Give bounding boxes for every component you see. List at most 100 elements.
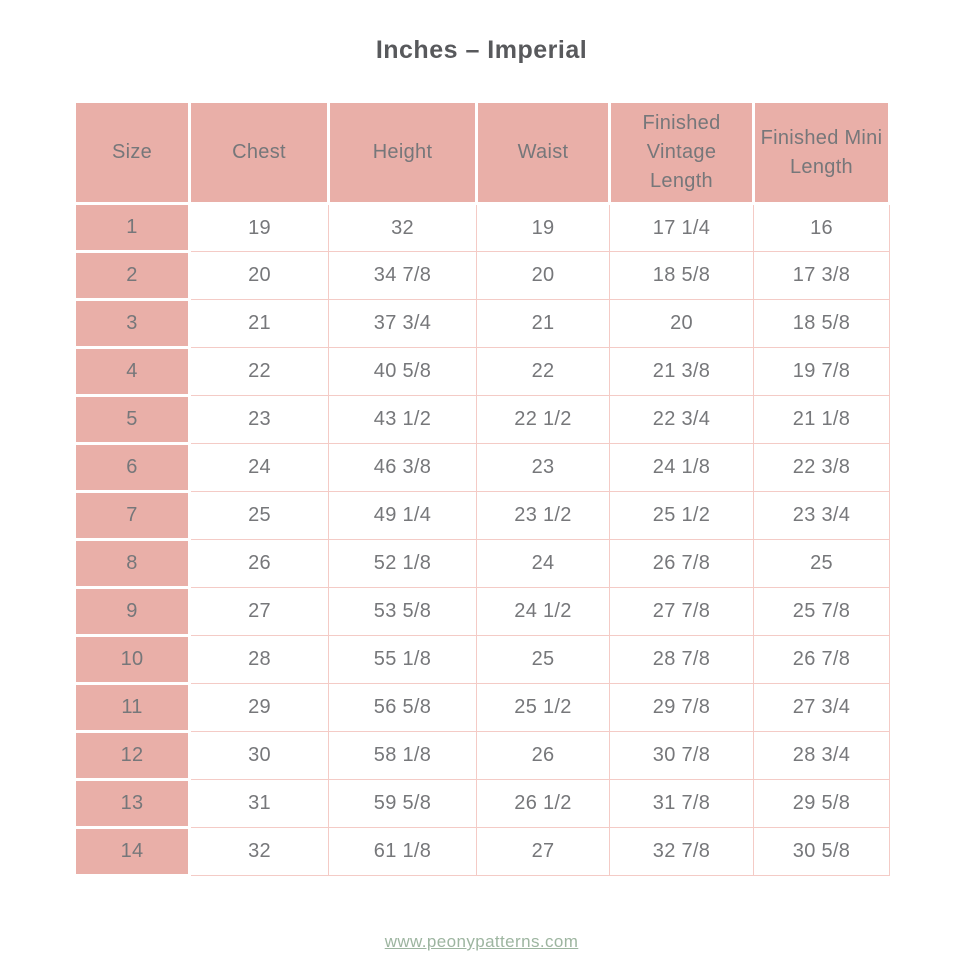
data-cell: 25 (753, 539, 890, 588)
table-row: 5 23 43 1/2 22 1/2 22 3/4 21 1/8 (73, 394, 890, 445)
data-cell: 25 1/2 (476, 683, 610, 732)
size-cell: 9 (73, 586, 191, 637)
data-cell: 21 3/8 (609, 347, 754, 396)
data-cell: 30 (189, 731, 329, 780)
size-cell: 4 (73, 346, 191, 397)
data-cell: 18 5/8 (753, 299, 890, 348)
size-cell: 12 (73, 730, 191, 781)
data-cell: 22 3/8 (753, 443, 890, 492)
data-cell: 49 1/4 (328, 491, 477, 540)
size-cell: 11 (73, 682, 191, 733)
table-row: 2 20 34 7/8 20 18 5/8 17 3/8 (73, 250, 890, 301)
table-row: 3 21 37 3/4 21 20 18 5/8 (73, 298, 890, 349)
data-cell: 43 1/2 (328, 395, 477, 444)
footer-link[interactable]: www.peonypatterns.com (384, 932, 579, 951)
data-cell: 26 7/8 (753, 635, 890, 684)
data-cell: 23 (189, 395, 329, 444)
table-row: 11 29 56 5/8 25 1/2 29 7/8 27 3/4 (73, 682, 890, 733)
data-cell: 32 (328, 203, 477, 252)
data-cell: 28 7/8 (609, 635, 754, 684)
data-cell: 56 5/8 (328, 683, 477, 732)
data-cell: 58 1/8 (328, 731, 477, 780)
data-cell: 25 1/2 (609, 491, 754, 540)
data-cell: 20 (609, 299, 754, 348)
size-cell: 14 (73, 826, 191, 877)
data-cell: 19 7/8 (753, 347, 890, 396)
data-cell: 16 (753, 203, 890, 252)
data-cell: 61 1/8 (328, 827, 477, 876)
data-cell: 32 (189, 827, 329, 876)
data-cell: 28 (189, 635, 329, 684)
data-cell: 53 5/8 (328, 587, 477, 636)
data-cell: 21 (189, 299, 329, 348)
size-cell: 6 (73, 442, 191, 493)
data-cell: 27 7/8 (609, 587, 754, 636)
data-cell: 26 (189, 539, 329, 588)
table-body: 1 19 32 19 17 1/4 16 2 20 34 7/8 20 18 5/8 17 3/8 3 2… (73, 202, 890, 877)
data-cell: 40 5/8 (328, 347, 477, 396)
data-cell: 22 3/4 (609, 395, 754, 444)
table-row: 6 24 46 3/8 23 24 1/8 22 3/8 (73, 442, 890, 493)
table-row: 12 30 58 1/8 26 30 7/8 28 3/4 (73, 730, 890, 781)
table-row: 4 22 40 5/8 22 21 3/8 19 7/8 (73, 346, 890, 397)
table-row: 7 25 49 1/4 23 1/2 25 1/2 23 3/4 (73, 490, 890, 541)
data-cell: 23 3/4 (753, 491, 890, 540)
table-row: 8 26 52 1/8 24 26 7/8 25 (73, 538, 890, 589)
data-cell: 27 (476, 827, 610, 876)
data-cell: 30 5/8 (753, 827, 890, 876)
data-cell: 19 (189, 203, 329, 252)
data-cell: 25 (476, 635, 610, 684)
size-cell: 3 (73, 298, 191, 349)
data-cell: 52 1/8 (328, 539, 477, 588)
data-cell: 27 (189, 587, 329, 636)
size-cell: 1 (73, 202, 191, 253)
table-row: 9 27 53 5/8 24 1/2 27 7/8 25 7/8 (73, 586, 890, 637)
data-cell: 29 5/8 (753, 779, 890, 828)
size-chart-table: Size Chest Height Waist Finished Vintage Len… (73, 100, 891, 877)
size-cell: 5 (73, 394, 191, 445)
header-cell: Chest (188, 100, 330, 205)
header-cell: Finished Mini Length (752, 100, 891, 205)
data-cell: 23 (476, 443, 610, 492)
size-cell: 13 (73, 778, 191, 829)
data-cell: 29 7/8 (609, 683, 754, 732)
data-cell: 59 5/8 (328, 779, 477, 828)
data-cell: 19 (476, 203, 610, 252)
header-cell: Finished Vintage Length (608, 100, 755, 205)
data-cell: 28 3/4 (753, 731, 890, 780)
data-cell: 25 (189, 491, 329, 540)
data-cell: 26 1/2 (476, 779, 610, 828)
data-cell: 31 (189, 779, 329, 828)
data-cell: 17 1/4 (609, 203, 754, 252)
data-cell: 55 1/8 (328, 635, 477, 684)
data-cell: 34 7/8 (328, 251, 477, 300)
data-cell: 24 1/8 (609, 443, 754, 492)
data-cell: 20 (476, 251, 610, 300)
data-cell: 32 7/8 (609, 827, 754, 876)
header-cell: Size (73, 100, 191, 205)
header-cell: Height (327, 100, 478, 205)
data-cell: 21 (476, 299, 610, 348)
table-row: 10 28 55 1/8 25 28 7/8 26 7/8 (73, 634, 890, 685)
data-cell: 26 7/8 (609, 539, 754, 588)
data-cell: 29 (189, 683, 329, 732)
data-cell: 27 3/4 (753, 683, 890, 732)
data-cell: 30 7/8 (609, 731, 754, 780)
size-cell: 7 (73, 490, 191, 541)
data-cell: 23 1/2 (476, 491, 610, 540)
table-row: 13 31 59 5/8 26 1/2 31 7/8 29 5/8 (73, 778, 890, 829)
footer: www.peonypatterns.com (0, 932, 963, 952)
header-cell: Waist (475, 100, 611, 205)
data-cell: 21 1/8 (753, 395, 890, 444)
size-cell: 8 (73, 538, 191, 589)
data-cell: 31 7/8 (609, 779, 754, 828)
table-row: 1 19 32 19 17 1/4 16 (73, 202, 890, 253)
data-cell: 24 (476, 539, 610, 588)
data-cell: 46 3/8 (328, 443, 477, 492)
page-title: Inches – Imperial (375, 36, 588, 64)
table-row: 14 32 61 1/8 27 32 7/8 30 5/8 (73, 826, 890, 877)
data-cell: 24 (189, 443, 329, 492)
data-cell: 22 (476, 347, 610, 396)
size-cell: 2 (73, 250, 191, 301)
data-cell: 37 3/4 (328, 299, 477, 348)
